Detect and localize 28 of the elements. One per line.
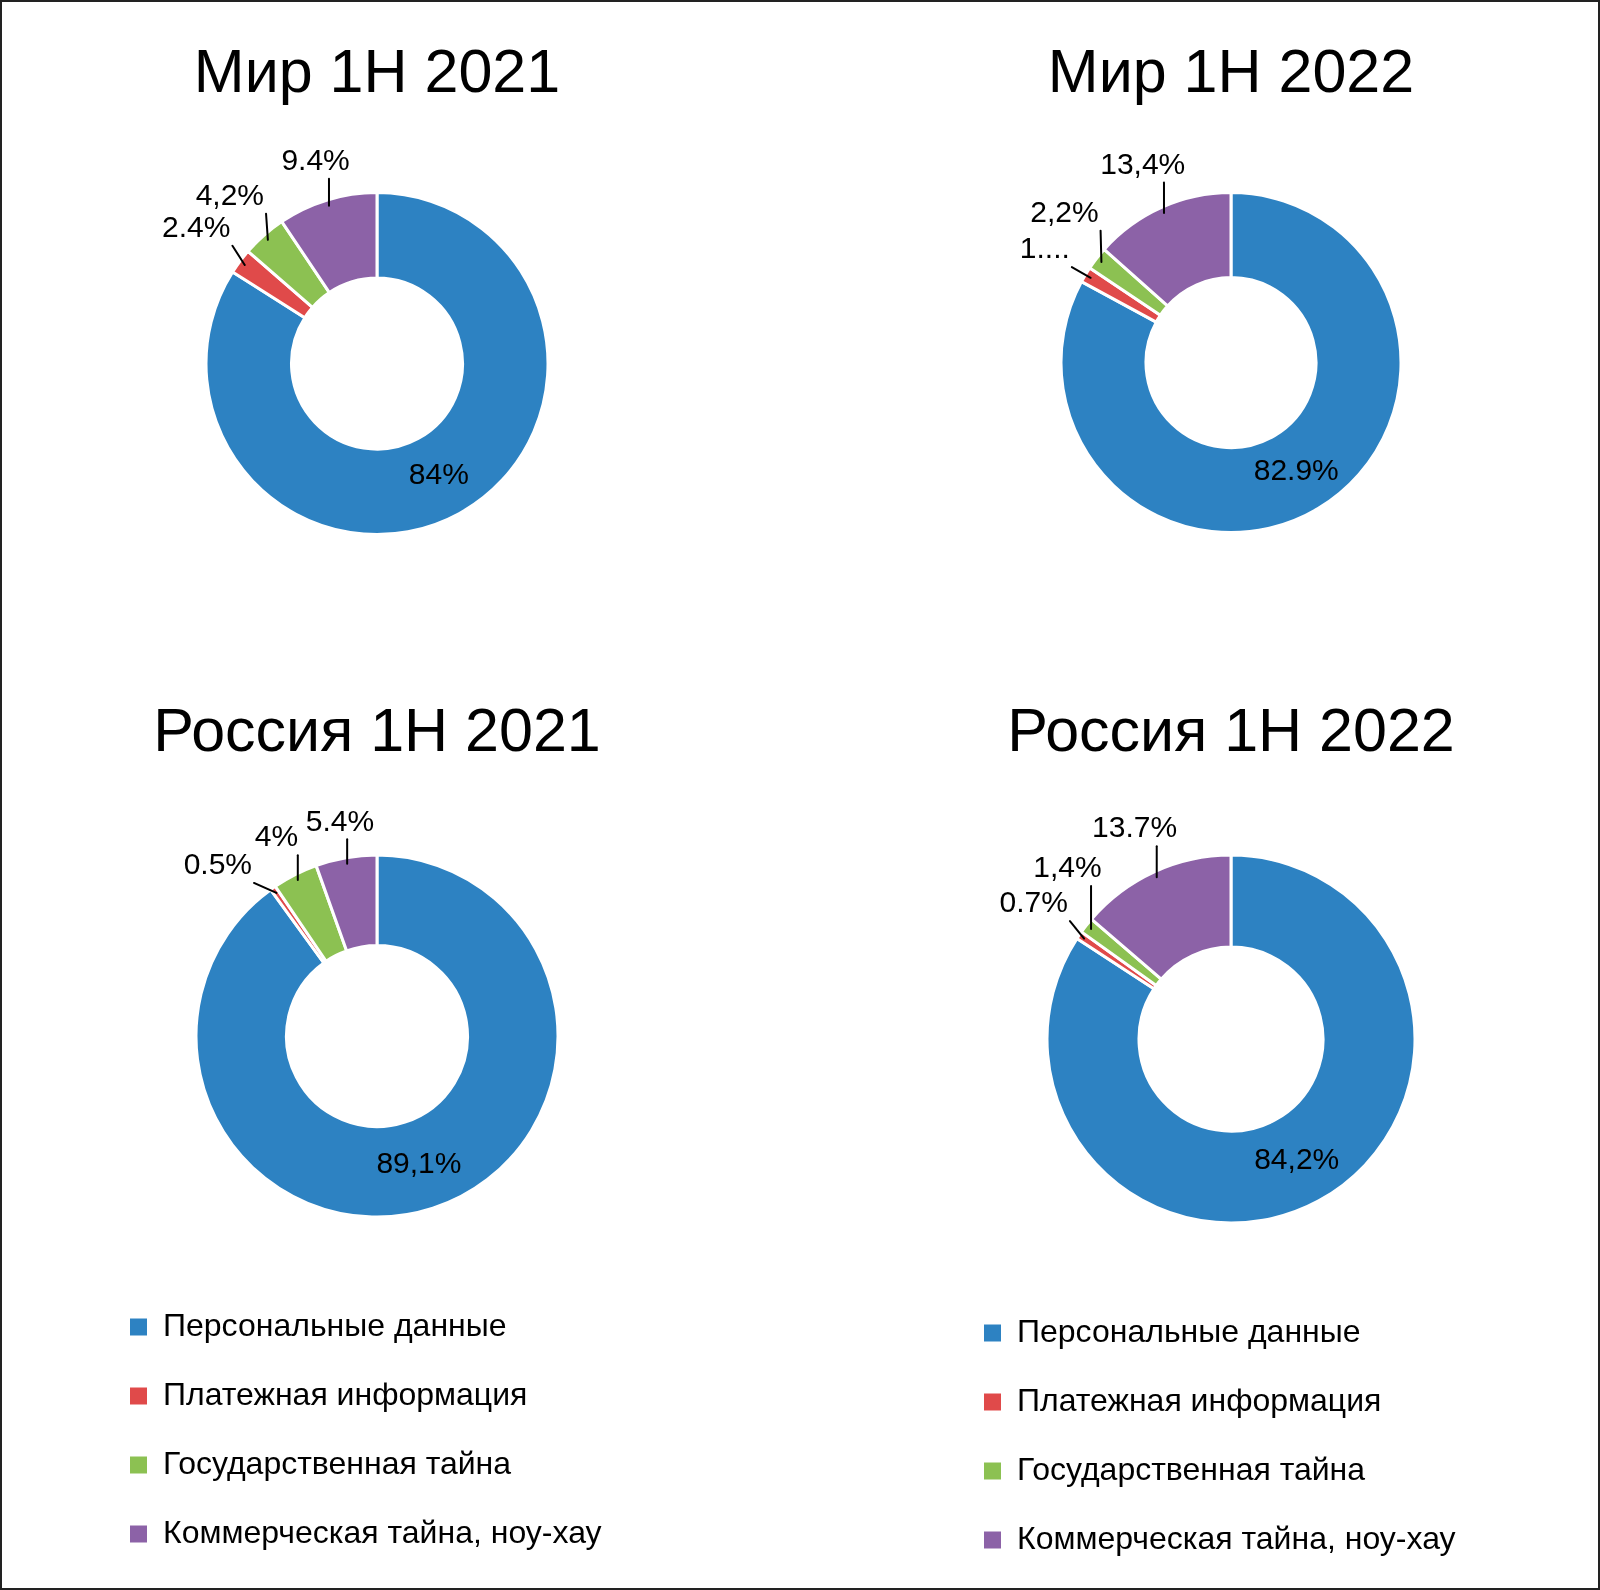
legend-label: Государственная тайна (1017, 1450, 1366, 1487)
data-label: 1.... (1019, 231, 1070, 265)
chart-title: Мир 1H 2021 (193, 37, 561, 106)
data-label: 4% (254, 819, 299, 853)
chart-title: Мир 1H 2022 (1047, 37, 1415, 106)
legend-label: Персональные данные (163, 1306, 507, 1343)
legend-label: Коммерческая тайна, ноу-хау (163, 1513, 602, 1550)
data-label: 2.4% (162, 210, 231, 244)
legend-label: Платежная информация (1017, 1381, 1382, 1418)
legend-label: Платежная информация (163, 1375, 528, 1412)
legend-label: Коммерческая тайна, ноу-хау (1017, 1519, 1456, 1556)
data-label: 84,2% (1254, 1141, 1340, 1175)
data-label: 89,1% (376, 1146, 462, 1180)
legend-label: Государственная тайна (163, 1444, 512, 1481)
legend-label: Персональные данные (1017, 1312, 1361, 1349)
data-label: 13.7% (1092, 810, 1178, 844)
chart-title: Россия 1H 2021 (153, 696, 601, 765)
data-label: 0.7% (999, 885, 1068, 919)
chart-title: Россия 1H 2022 (1007, 696, 1455, 765)
data-label: 4,2% (195, 177, 265, 211)
data-label: 13,4% (1100, 146, 1186, 180)
data-label: 0.5% (183, 847, 253, 881)
data-label: 9.4% (281, 143, 350, 176)
data-label: 5.4% (305, 803, 375, 837)
data-label: 82.9% (1253, 453, 1339, 487)
data-label: 1,4% (1033, 850, 1102, 884)
data-label: 84% (408, 457, 469, 491)
data-label: 2,2% (1030, 194, 1099, 228)
